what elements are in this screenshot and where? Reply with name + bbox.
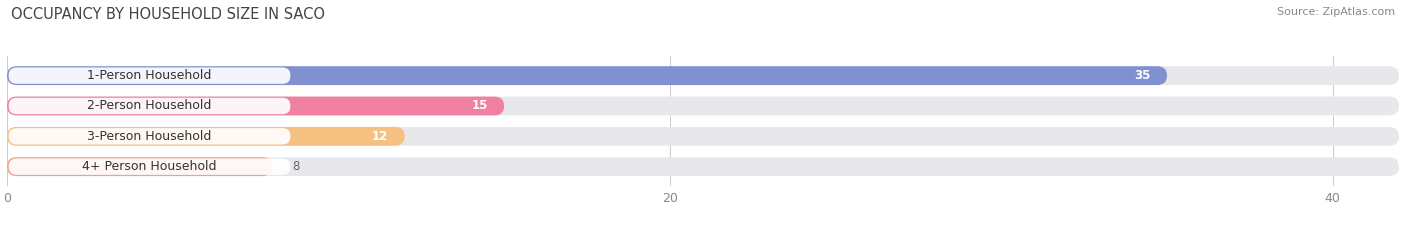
Text: 1-Person Household: 1-Person Household [87, 69, 212, 82]
Text: 35: 35 [1135, 69, 1150, 82]
FancyBboxPatch shape [7, 66, 1399, 85]
FancyBboxPatch shape [7, 127, 1399, 146]
Text: 12: 12 [373, 130, 388, 143]
FancyBboxPatch shape [7, 157, 1399, 176]
Text: Source: ZipAtlas.com: Source: ZipAtlas.com [1277, 7, 1395, 17]
Text: 3-Person Household: 3-Person Household [87, 130, 212, 143]
FancyBboxPatch shape [7, 97, 505, 115]
FancyBboxPatch shape [7, 66, 1167, 85]
FancyBboxPatch shape [8, 67, 291, 84]
FancyBboxPatch shape [7, 157, 273, 176]
FancyBboxPatch shape [8, 128, 291, 144]
Text: OCCUPANCY BY HOUSEHOLD SIZE IN SACO: OCCUPANCY BY HOUSEHOLD SIZE IN SACO [11, 7, 325, 22]
Text: 4+ Person Household: 4+ Person Household [83, 160, 217, 173]
Text: 2-Person Household: 2-Person Household [87, 99, 212, 113]
FancyBboxPatch shape [7, 127, 405, 146]
Text: 8: 8 [292, 160, 299, 173]
Text: 15: 15 [471, 99, 488, 113]
FancyBboxPatch shape [8, 98, 291, 114]
FancyBboxPatch shape [8, 158, 291, 175]
FancyBboxPatch shape [7, 97, 1399, 115]
